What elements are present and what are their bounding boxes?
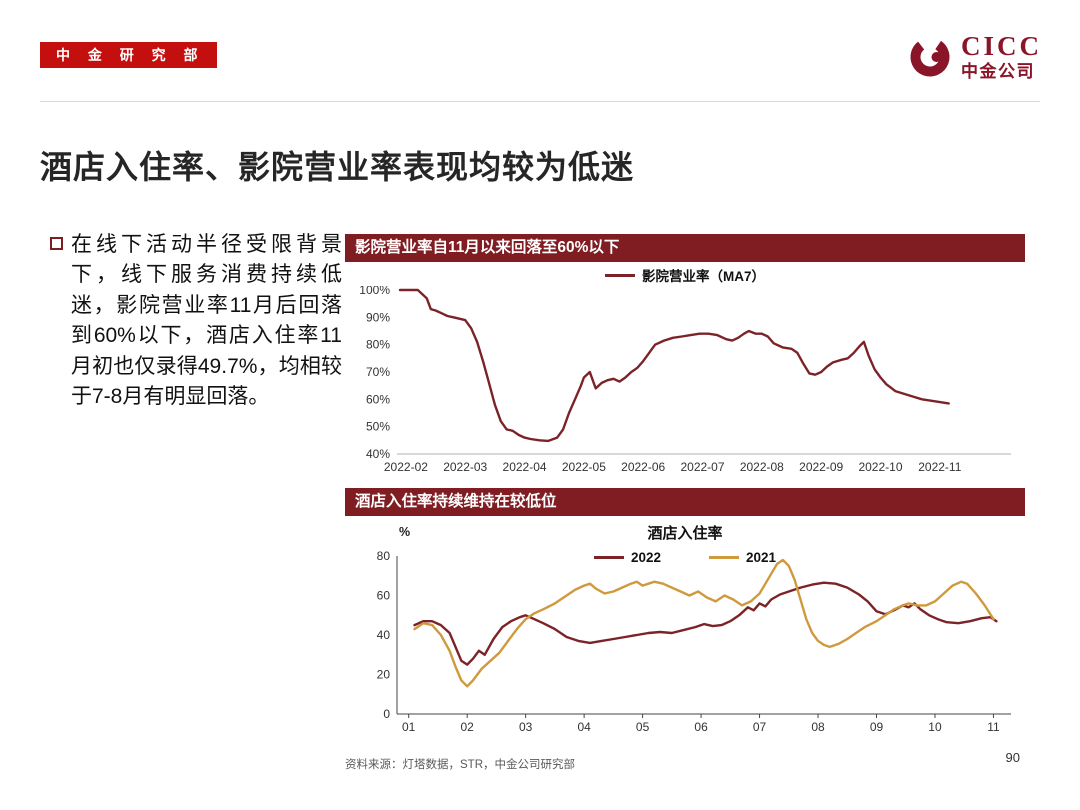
- svg-text:70%: 70%: [366, 365, 390, 379]
- cicc-logo: CICC 中金公司: [908, 33, 1042, 80]
- svg-text:2022-09: 2022-09: [799, 460, 843, 474]
- cinema-chart-panel-title: 影院营业率自11月以来回落至60%以下: [345, 234, 1025, 262]
- logo-cn-name: 中金公司: [960, 62, 1035, 81]
- legend-line-swatch: [604, 273, 635, 277]
- charts-column: 影院营业率自11月以来回落至60%以下 影院营业率（MA7） 40% 50% 60%…: [345, 234, 1025, 742]
- header-divider: [40, 101, 1040, 102]
- svg-text:2022-10: 2022-10: [858, 460, 902, 474]
- legend-item: 2022: [593, 550, 661, 565]
- svg-text:05: 05: [636, 720, 650, 734]
- bullet-point: 在线下活动半径受限背景下，线下服务消费持续低迷，影院营业率11月后回落到60%以…: [50, 230, 342, 413]
- svg-text:2022-02: 2022-02: [384, 460, 428, 474]
- hotel-chart-legend: 2022 2021: [345, 550, 1025, 565]
- hotel-chart-panel-title: 酒店入住率持续维持在较低位: [345, 488, 1025, 516]
- svg-text:100%: 100%: [359, 286, 390, 297]
- svg-text:09: 09: [870, 720, 884, 734]
- hotel-occupancy-chart: 0 20 40 60 80 01 02 03 04 05 06 07 08 09 10 11: [377, 549, 1011, 734]
- bullet-text: 在线下活动半径受限背景下，线下服务消费持续低迷，影院营业率11月后回落到60%以…: [71, 233, 342, 409]
- svg-text:2022-07: 2022-07: [680, 460, 724, 474]
- svg-text:08: 08: [811, 720, 825, 734]
- hotel-chart-area: 2022 2021 0 20 40 60 80 01 02 03 04 05 06 07 08 09 10 11: [345, 542, 1025, 742]
- svg-text:02: 02: [460, 720, 474, 734]
- svg-text:60%: 60%: [366, 392, 390, 406]
- svg-text:80: 80: [377, 549, 391, 563]
- legend-label: 影院营业率（MA7）: [641, 269, 765, 284]
- svg-text:80%: 80%: [366, 338, 390, 352]
- page-number: 90: [1005, 750, 1020, 765]
- svg-text:2022-11: 2022-11: [918, 460, 961, 474]
- cinema-chart-legend: 影院营业率（MA7）: [345, 264, 1025, 286]
- research-dept-badge: 中 金 研 究 部: [40, 42, 217, 68]
- legend-label: 2022: [630, 550, 661, 565]
- legend-item: 2021: [709, 550, 776, 565]
- svg-text:11: 11: [987, 720, 1000, 734]
- svg-text:40%: 40%: [366, 447, 390, 461]
- logo-name: CICC: [960, 31, 1042, 61]
- page-title: 酒店入住率、影院营业率表现均较为低迷: [40, 149, 635, 185]
- cinema-operating-rate-chart: 40% 50% 60% 70% 80% 90% 100% 2022-02 2022-03 2022…: [359, 286, 1011, 474]
- svg-text:01: 01: [402, 720, 416, 734]
- svg-text:2022-05: 2022-05: [562, 460, 606, 474]
- svg-text:0: 0: [383, 707, 390, 721]
- svg-text:10: 10: [928, 720, 942, 734]
- source-note: 资料来源：灯塔数据，STR，中金公司研究部: [345, 759, 575, 771]
- svg-text:90%: 90%: [366, 310, 390, 324]
- svg-text:20: 20: [377, 668, 391, 682]
- svg-text:04: 04: [577, 720, 591, 734]
- svg-text:40: 40: [377, 628, 391, 642]
- svg-text:2022-03: 2022-03: [443, 460, 487, 474]
- svg-text:2022-04: 2022-04: [503, 460, 547, 474]
- legend-line-swatch: [709, 556, 739, 559]
- legend-label: 2021: [746, 550, 777, 565]
- svg-text:2022-08: 2022-08: [740, 460, 784, 474]
- svg-text:07: 07: [753, 720, 767, 734]
- hotel-chart-title: 酒店入住率: [647, 525, 723, 542]
- cicc-logo-text: CICC 中金公司: [960, 31, 1042, 81]
- hotel-chart-header: % 酒店入住率: [345, 522, 1025, 542]
- legend-line-swatch: [593, 556, 624, 559]
- bullet-square-icon: [50, 237, 63, 250]
- cicc-logo-icon: [910, 37, 950, 76]
- y-axis-unit-label: %: [399, 525, 411, 539]
- svg-text:06: 06: [694, 720, 708, 734]
- svg-text:03: 03: [519, 720, 533, 734]
- svg-text:50%: 50%: [366, 420, 390, 434]
- svg-text:60: 60: [377, 589, 391, 603]
- svg-text:2022-06: 2022-06: [621, 460, 665, 474]
- legend-item: 影院营业率（MA7）: [604, 265, 765, 285]
